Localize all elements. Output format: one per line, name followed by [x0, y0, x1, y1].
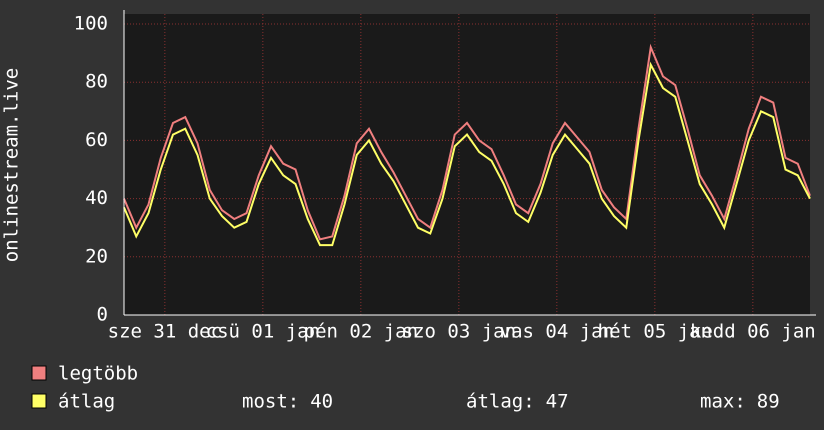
y-axis-label: onlinestream.live: [1, 68, 23, 262]
stat-value: 89: [757, 391, 780, 413]
y-tick-label: 60: [85, 129, 108, 151]
y-tick-label: 20: [85, 245, 108, 267]
x-tick-label: pén 02 jan: [304, 321, 418, 343]
stat-value: 47: [546, 391, 569, 413]
stat-label: most:: [242, 391, 299, 413]
legend-label: átlag: [58, 391, 115, 413]
y-tick-label: 80: [85, 71, 108, 93]
y-tick-label: 40: [85, 187, 108, 209]
legend-swatch: [31, 393, 47, 409]
y-tick-label: 100: [74, 13, 108, 35]
series-line: [123, 43, 811, 241]
x-tick-label: sze 31 dec: [108, 321, 222, 343]
stat-label: max:: [700, 391, 746, 413]
series-line: [123, 61, 811, 247]
x-tick-label: kedd 06 jan: [690, 321, 816, 343]
plot-area: [124, 14, 810, 315]
legend-swatch: [31, 365, 47, 381]
x-tick-label: szo 03 jan: [402, 321, 516, 343]
x-tick-label: vas 04 jan: [500, 321, 614, 343]
legend-label: legtöbb: [58, 363, 138, 385]
x-tick-label: hét 05 jan: [598, 321, 712, 343]
stat-label: átlag:: [466, 391, 535, 413]
stat-value: 40: [310, 391, 333, 413]
x-tick-label: csü 01 jan: [206, 321, 320, 343]
y-tick-label: 0: [97, 304, 108, 326]
